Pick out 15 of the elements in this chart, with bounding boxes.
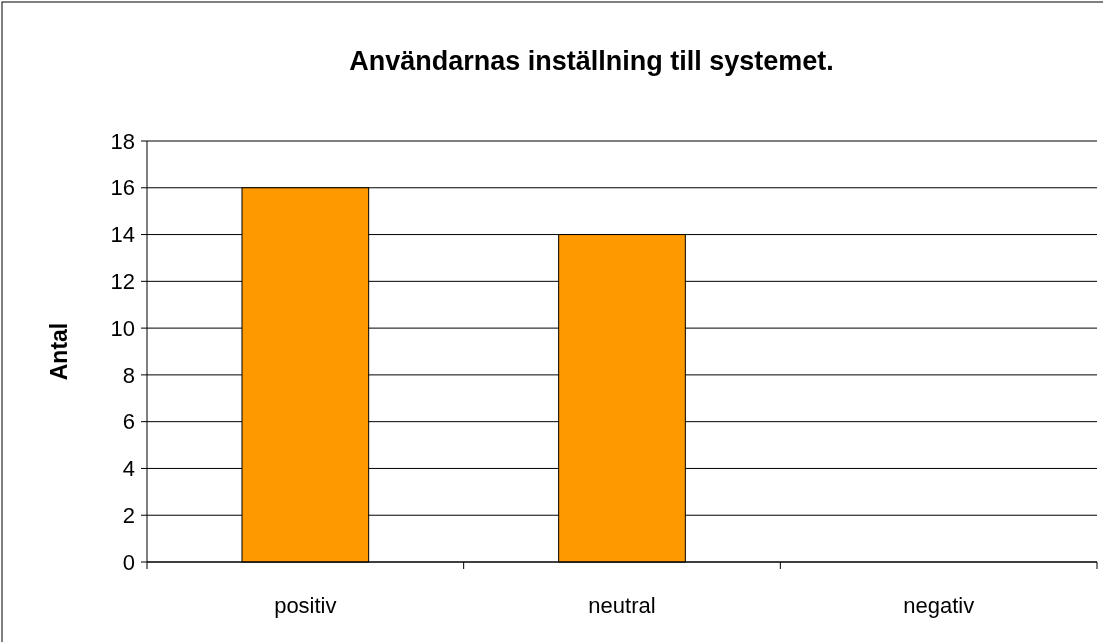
chart-title: Användarnas inställning till systemet. bbox=[349, 46, 834, 76]
y-tick-label: 14 bbox=[110, 222, 135, 248]
x-tick-label: neutral bbox=[588, 593, 656, 618]
y-tick-label: 18 bbox=[110, 128, 135, 154]
y-tick-label: 10 bbox=[110, 315, 135, 341]
y-tick-label: 6 bbox=[122, 409, 135, 435]
x-tick-label: negativ bbox=[903, 593, 975, 618]
y-axis-title: Antal bbox=[46, 322, 72, 381]
y-tick-label: 16 bbox=[110, 175, 135, 201]
y-tick-label: 12 bbox=[110, 269, 135, 295]
y-tick-label: 0 bbox=[122, 549, 135, 575]
x-tick-label: positiv bbox=[274, 593, 337, 618]
y-tick-label: 8 bbox=[122, 362, 135, 388]
y-tick-label: 4 bbox=[122, 456, 135, 482]
y-tick-label: 2 bbox=[122, 502, 135, 528]
